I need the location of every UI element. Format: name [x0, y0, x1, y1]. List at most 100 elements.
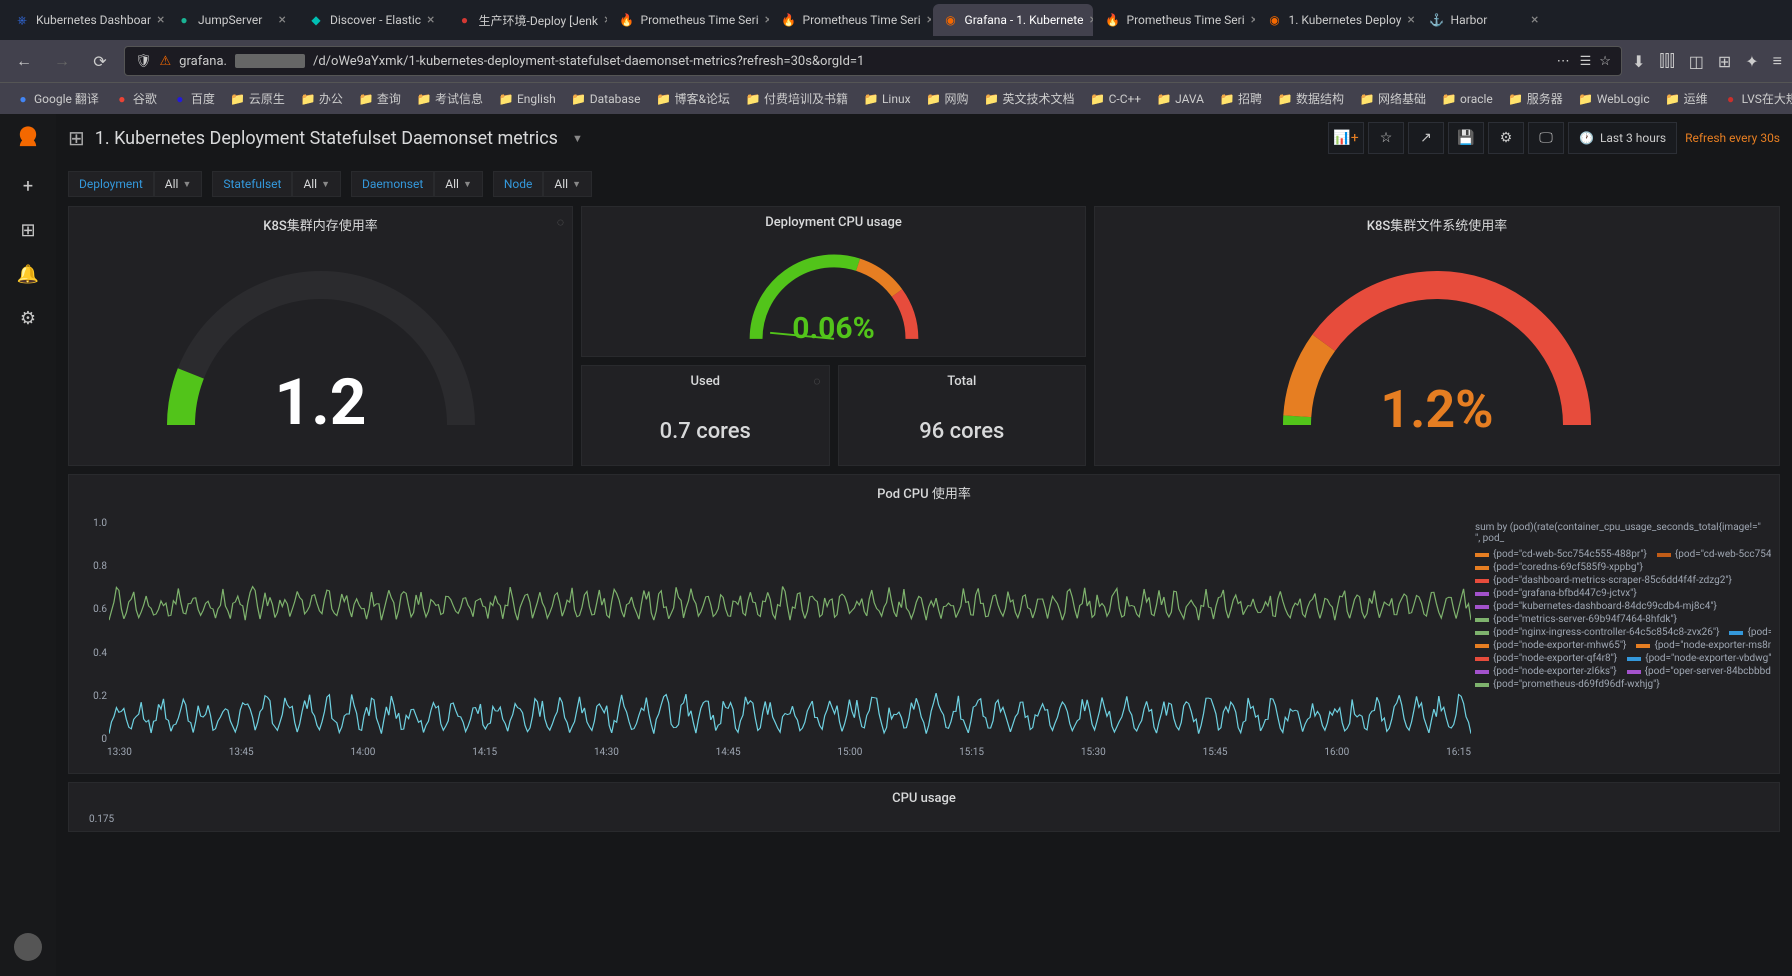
user-avatar[interactable] — [14, 933, 42, 961]
panel-pod-cpu[interactable]: Pod CPU 使用率 1.00.80.60.40.20 13:3013:451… — [68, 474, 1780, 774]
bookmark-item[interactable]: ●LVS在大规模 — [1718, 88, 1792, 109]
refresh-label[interactable]: Refresh every 30s — [1685, 131, 1780, 145]
reader-icon[interactable]: ☰ — [1580, 54, 1592, 69]
menu-icon[interactable]: ≡ — [1773, 51, 1782, 71]
bookmark-item[interactable]: 📁办公 — [295, 88, 349, 109]
bookmark-item[interactable]: 📁数据结构 — [1272, 88, 1350, 109]
bookmark-item[interactable]: 📁JAVA — [1151, 90, 1210, 108]
legend-item[interactable]: {pod="cd-web-5cc754c555-488pr"}{pod="cd-… — [1475, 548, 1767, 561]
panel-cpu-gauge[interactable]: Deployment CPU usage 0.06% — [581, 206, 1086, 357]
bookmark-item[interactable]: ●Google 翻译 — [10, 88, 105, 109]
panel-fs-gauge[interactable]: K8S集群文件系统使用率 1.2% — [1094, 206, 1780, 466]
legend-item[interactable]: {pod="dashboard-metrics-scraper-85c6dd4f… — [1475, 574, 1767, 587]
tab-close-icon[interactable]: × — [157, 12, 164, 28]
panel-total[interactable]: Total 96 cores — [838, 365, 1087, 466]
chevron-down-icon[interactable]: ▼ — [572, 132, 583, 145]
legend-item[interactable]: {pod="metrics-server-69b94f7464-8hfdk"} — [1475, 613, 1767, 626]
bookmark-item[interactable]: 📁English — [493, 90, 562, 108]
browser-tab[interactable]: ◉1. Kubernetes Deploy× — [1257, 4, 1417, 36]
browser-tab[interactable]: 🔥Prometheus Time Seri× — [1095, 4, 1255, 36]
bookmark-item[interactable]: 📁Linux — [858, 90, 917, 108]
browser-tab[interactable]: ◆Discover - Elastic× — [298, 4, 445, 36]
sidebar-icon[interactable]: ◫ — [1689, 52, 1704, 71]
panel-memory-gauge[interactable]: K8S集群内存使用率 ◌ 1.2 — [68, 206, 573, 466]
filter-value[interactable]: All ▼ — [434, 171, 483, 197]
bookmark-item[interactable]: ●谷歌 — [109, 88, 163, 109]
filter-label[interactable]: Daemonset — [351, 171, 434, 197]
save-button[interactable]: 💾 — [1448, 122, 1484, 154]
time-range-picker[interactable]: 🕐 Last 3 hours — [1568, 122, 1677, 154]
star-button[interactable]: ☆ — [1368, 122, 1404, 154]
extension2-icon[interactable]: ✦ — [1745, 52, 1758, 71]
bookmark-item[interactable]: 📁付费培训及书籍 — [740, 88, 854, 109]
bookmark-item[interactable]: 📁英文技术文档 — [979, 88, 1081, 109]
tab-close-icon[interactable]: × — [1407, 12, 1414, 28]
bookmark-star-icon[interactable]: ☆ — [1599, 54, 1611, 69]
tab-close-icon[interactable]: × — [1531, 12, 1538, 28]
filter-value[interactable]: All ▼ — [292, 171, 341, 197]
filter-label[interactable]: Statefulset — [212, 171, 292, 197]
dashboards-icon[interactable]: ⊞ — [16, 218, 40, 242]
bookmark-item[interactable]: 📁WebLogic — [1573, 90, 1656, 108]
tab-close-icon[interactable]: × — [1251, 12, 1255, 28]
settings-icon[interactable]: ⚙ — [16, 306, 40, 330]
add-icon[interactable]: + — [16, 174, 40, 198]
browser-tab[interactable]: ●生产环境-Deploy [Jenk× — [447, 4, 607, 36]
bookmark-item[interactable]: 📁网络基础 — [1354, 88, 1432, 109]
browser-tab[interactable]: 🔥Prometheus Time Seri× — [771, 4, 931, 36]
tab-close-icon[interactable]: × — [765, 12, 769, 28]
tab-close-icon[interactable]: × — [927, 12, 931, 28]
panel-used[interactable]: ◌ Used 0.7 cores — [581, 365, 830, 466]
bookmark-item[interactable]: ●百度 — [167, 88, 221, 109]
tab-close-icon[interactable]: × — [604, 12, 607, 28]
browser-tab[interactable]: 🔥Prometheus Time Seri× — [609, 4, 769, 36]
browser-tab[interactable]: ⎈Kubernetes Dashboar× — [4, 4, 164, 36]
grafana-logo[interactable] — [12, 122, 44, 154]
dashboard-title[interactable]: 1. Kubernetes Deployment Statefulset Dae… — [95, 128, 558, 149]
bookmark-item[interactable]: 📁考试信息 — [411, 88, 489, 109]
tab-close-icon[interactable]: × — [279, 12, 286, 28]
browser-tab[interactable]: ●JumpServer× — [166, 4, 296, 36]
bookmark-item[interactable]: 📁运维 — [1660, 88, 1714, 109]
browser-tab[interactable]: ◉Grafana - 1. Kubernete× — [933, 4, 1093, 36]
share-button[interactable]: ↗ — [1408, 122, 1444, 154]
bookmark-item[interactable]: 📁查询 — [353, 88, 407, 109]
bookmark-item[interactable]: 📁服务器 — [1503, 88, 1569, 109]
reload-button[interactable]: ⟳ — [86, 47, 114, 75]
legend-item[interactable]: {pod="prometheus-d69fd96df-wxhjg"} — [1475, 678, 1767, 691]
bookmark-item[interactable]: 📁C-C++ — [1085, 90, 1148, 108]
library-icon[interactable]: ⫿⫿⫿ — [1659, 51, 1674, 71]
filter-value[interactable]: All ▼ — [154, 171, 203, 197]
tab-close-icon[interactable]: × — [1090, 12, 1093, 28]
forward-button[interactable]: → — [48, 47, 76, 75]
legend-item[interactable]: {pod="kubernetes-dashboard-84dc99cdb4-mj… — [1475, 600, 1767, 613]
bookmark-item[interactable]: 📁oracle — [1436, 90, 1499, 108]
tab-close-icon[interactable]: × — [427, 12, 434, 28]
bookmark-item[interactable]: 📁云原生 — [225, 88, 291, 109]
add-panel-button[interactable]: 📊+ — [1328, 122, 1364, 154]
filter-label[interactable]: Deployment — [68, 171, 154, 197]
alerts-icon[interactable]: 🔔 — [16, 262, 40, 286]
legend-item[interactable]: {pod="node-exporter-mhw65"}{pod="node-ex… — [1475, 639, 1767, 652]
legend-item[interactable]: {pod="node-exporter-qf4r8"}{pod="node-ex… — [1475, 652, 1767, 665]
download-icon[interactable]: ⬇ — [1632, 52, 1645, 71]
extension-icon[interactable]: ⊞ — [1718, 52, 1731, 71]
bookmark-item[interactable]: 📁网购 — [921, 88, 975, 109]
legend-item[interactable]: {pod="coredns-69cf585f9-xppbg"} — [1475, 561, 1767, 574]
tv-mode-button[interactable]: 🖵 — [1528, 122, 1564, 154]
legend-item[interactable]: {pod="node-exporter-zl6ks"}{pod="oper-se… — [1475, 665, 1767, 678]
browser-tab[interactable]: ⚓Harbor× — [1419, 4, 1549, 36]
dashboard-grid-icon[interactable]: ⊞ — [68, 126, 85, 150]
back-button[interactable]: ← — [10, 47, 38, 75]
url-input[interactable]: 🛡 ⚠ grafana. /d/oWe9aYxmk/1-kubernetes-d… — [124, 46, 1622, 76]
legend-item[interactable]: {pod="nginx-ingress-controller-64c5c854c… — [1475, 626, 1767, 639]
panel-cpu-usage[interactable]: CPU usage 0.175 — [68, 782, 1780, 832]
bookmark-item[interactable]: 📁Database — [566, 90, 647, 108]
url-dots[interactable]: ⋯ — [1557, 54, 1572, 69]
bookmark-item[interactable]: 📁博客&论坛 — [650, 88, 735, 109]
legend-item[interactable]: {pod="grafana-bfbd447c9-jctvx"} — [1475, 587, 1767, 600]
filter-value[interactable]: All ▼ — [543, 171, 592, 197]
bookmark-item[interactable]: 📁招聘 — [1214, 88, 1268, 109]
settings-button[interactable]: ⚙ — [1488, 122, 1524, 154]
filter-label[interactable]: Node — [493, 171, 544, 197]
